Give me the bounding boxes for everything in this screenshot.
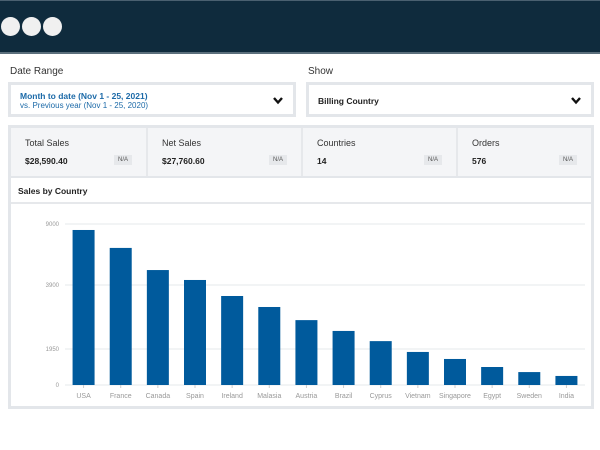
date-range-value: Month to date (Nov 1 - 25, 2021) [20,91,148,101]
bar-canada [146,270,169,385]
bar-ireland [221,295,244,385]
stat-total-sales: Total Sales $28,590.40 N/A [11,128,148,176]
stat-value: 14 [317,156,327,166]
stat-orders: Orders 576 N/A [458,128,591,176]
bar-usa [72,229,95,385]
stat-net-sales: Net Sales $27,760.60 N/A [148,128,303,176]
show-label: Show [308,66,334,77]
bar-egypt [481,367,504,385]
bar-india [555,375,578,385]
x-tick-label: France [110,393,132,400]
bar-chart: 0 1950 3900 9000 USA France Canada Spain Ireland… [46,222,585,400]
stat-change-badge: N/A [113,155,132,165]
show-value: Billing Country [318,96,379,106]
date-range-dropdown[interactable]: Month to date (Nov 1 - 25, 2021) vs. Pre… [8,82,296,117]
x-tick-label: Canada [146,393,171,400]
x-tick-label: Vietnam [405,393,431,400]
x-tick-label: India [559,393,574,400]
x-tick-label: Egypt [483,393,501,400]
bar-vietnam [406,351,429,385]
x-tick-label: Cyprus [370,393,393,400]
title-bar [0,0,600,54]
x-tick-label: USA [76,393,91,400]
x-tick-label: Ireland [221,393,243,400]
bar-austria [295,320,318,385]
window-control-maximize[interactable] [43,17,62,36]
stat-value: 576 [472,156,487,166]
bar-brazil [332,330,355,385]
chart-area: 0 1950 3900 9000 USA France Canada Spain Ireland… [11,202,591,406]
y-tick-label: 9000 [46,222,60,228]
x-tick-label: Austria [296,393,318,400]
y-tick-label: 3900 [46,283,60,289]
stat-name: Total Sales [25,138,70,148]
y-tick-label: 1950 [46,347,60,353]
stat-value: $27,760.60 [162,156,205,166]
stat-name: Orders [472,138,500,148]
stat-change-badge: N/A [268,155,287,165]
stat-change-badge: N/A [558,155,577,165]
x-tick-label: Brazil [335,393,353,400]
bar-singapore [444,358,466,385]
stat-name: Net Sales [162,138,202,148]
bar-sweden [518,372,541,385]
stats-row: Total Sales $28,590.40 N/A Net Sales $27… [11,128,591,178]
window-control-minimize[interactable] [22,17,41,36]
x-tick-label: Spain [186,393,204,400]
bar-cyprus [369,341,392,385]
report-panel: Total Sales $28,590.40 N/A Net Sales $27… [8,125,594,409]
x-tick-label: Sweden [517,393,542,400]
bar-france [109,247,132,385]
x-tick-label: Singapore [439,393,471,400]
stat-countries: Countries 14 N/A [303,128,458,176]
chart-title: Sales by Country [18,186,88,196]
window-control-close[interactable] [1,17,20,36]
stat-value: $28,590.40 [25,156,68,166]
chevron-down-icon [571,97,581,105]
x-tick-label: Malasia [257,393,281,400]
stat-change-badge: N/A [423,155,442,165]
bar-malasia [258,306,281,385]
bar-spain [184,279,206,385]
stat-name: Countries [317,138,356,148]
date-range-comparison: vs. Previous year (Nov 1 - 25, 2020) [20,101,149,110]
y-tick-label: 0 [56,383,60,389]
chevron-down-icon [273,97,283,105]
date-range-label: Date Range [10,66,64,77]
show-dropdown[interactable]: Billing Country [306,82,594,117]
